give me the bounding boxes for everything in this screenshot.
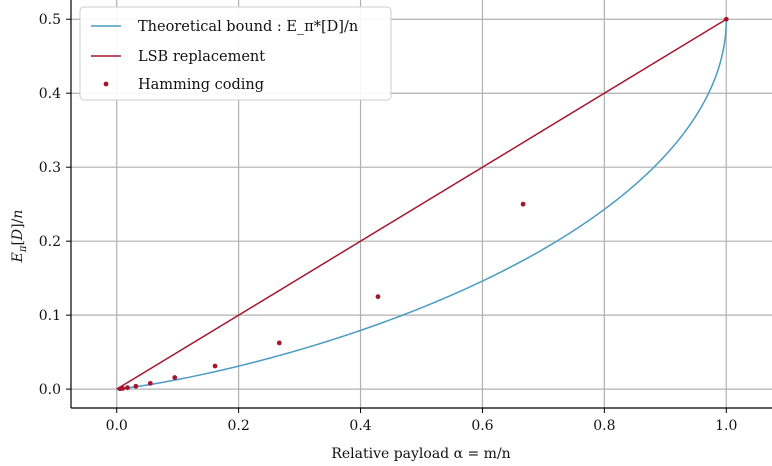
hamming-coding-point <box>133 383 139 389</box>
x-tick-label: 0.8 <box>593 418 615 434</box>
x-tick-label: 0.4 <box>349 418 371 434</box>
series-layer <box>116 16 729 392</box>
hamming-coding-point <box>172 375 178 380</box>
hamming-coding-point <box>117 386 123 392</box>
x-tick-label: 1.0 <box>715 418 737 434</box>
y-tick-label: 0.2 <box>39 234 61 250</box>
y-tick-label: 0.5 <box>39 12 61 28</box>
x-tick-label: 0.2 <box>227 418 249 434</box>
y-tick-label: 0.4 <box>39 86 61 102</box>
hamming-coding-point <box>723 16 729 22</box>
y-tick-label: 0.0 <box>39 382 61 398</box>
legend-label-lsb: LSB replacement <box>138 49 265 65</box>
tick-labels: 0.0 0.2 0.4 0.6 0.8 1.0 0.0 0.1 0.2 0.3 0.4 0.5 <box>39 12 738 434</box>
y-axis-label: Eπ[D]/n <box>10 210 29 264</box>
hamming-coding-point <box>520 201 526 207</box>
theoretical-bound-line <box>116 19 728 390</box>
y-tick-label: 0.3 <box>39 160 61 176</box>
axes <box>66 0 772 413</box>
legend-label-theoretical: Theoretical bound : E_π*[D]/n <box>138 19 358 35</box>
hamming-coding-point <box>125 385 130 391</box>
x-tick-label: 0.6 <box>471 418 493 434</box>
y-tick-label: 0.1 <box>39 308 61 324</box>
legend: Theoretical bound : E_π*[D]/n LSB replace… <box>79 6 392 101</box>
legend-swatch-hamming <box>103 81 109 87</box>
hamming-coding-point <box>212 363 218 369</box>
hamming-coding-point <box>276 340 282 346</box>
x-tick-label: 0.0 <box>106 418 128 434</box>
hamming-coding-point <box>147 380 153 386</box>
legend-label-hamming: Hamming coding <box>138 77 264 93</box>
legend-box <box>79 6 392 101</box>
y-axis-label-text: Eπ[D]/n <box>10 210 29 264</box>
x-axis-label: Relative payload α = m/n <box>331 446 510 462</box>
lsb-replacement-line <box>116 18 727 390</box>
hamming-coding-point <box>375 294 381 300</box>
